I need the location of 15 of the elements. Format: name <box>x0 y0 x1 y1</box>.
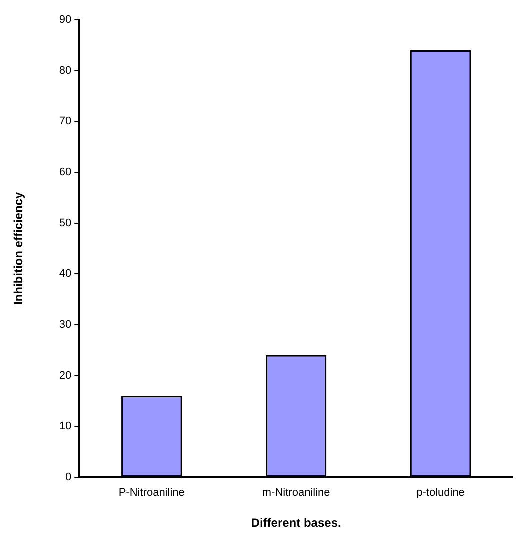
y-tick-label: 70 <box>59 116 72 128</box>
x-axis-title: Different bases. <box>251 516 342 530</box>
y-axis-title: Inhibition efficiency <box>12 192 26 306</box>
y-tick-label: 60 <box>59 166 72 178</box>
x-tick-label: m-Nitroaniline <box>262 487 330 500</box>
y-tick-label: 50 <box>59 217 72 230</box>
x-tick-label: p-toludine <box>416 487 465 500</box>
y-tick-label: 40 <box>59 268 72 280</box>
y-tick-label: 10 <box>59 420 72 433</box>
x-tick-label: P-Nitroaniline <box>118 487 185 500</box>
y-tick-label: 90 <box>59 14 72 26</box>
y-tick-label: 30 <box>59 318 72 331</box>
y-tick-label: 80 <box>59 64 72 77</box>
y-tick-label: 20 <box>59 370 72 382</box>
y-tick-label: 0 <box>66 471 72 484</box>
